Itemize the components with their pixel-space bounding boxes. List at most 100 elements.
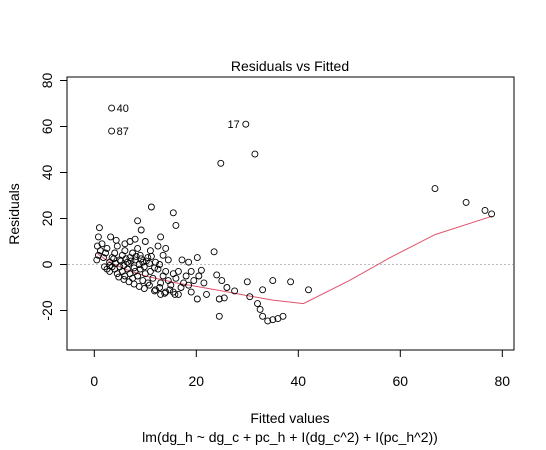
y-tick-label: 0 [39, 260, 55, 268]
data-point [94, 233, 102, 241]
data-point [164, 256, 172, 264]
x-tick-label: 20 [189, 373, 205, 389]
data-point [157, 290, 165, 298]
data-point [220, 294, 228, 302]
data-point [254, 300, 261, 308]
data-point [203, 290, 210, 298]
data-point [142, 257, 150, 265]
data-point [146, 267, 154, 275]
data-point [187, 267, 195, 275]
data-point [159, 251, 167, 259]
data-point [134, 217, 142, 225]
data-point [251, 150, 259, 158]
data-point [157, 279, 165, 287]
data-point [151, 264, 158, 272]
data-point [127, 257, 135, 265]
data-point [169, 209, 177, 217]
data-point [167, 281, 175, 289]
data-point [108, 104, 116, 112]
data-point [156, 261, 164, 268]
data-point [246, 293, 254, 301]
point-labels-group: 40 87 17 [117, 103, 240, 138]
x-tick-label: 60 [393, 373, 409, 389]
x-tick-label: 80 [495, 373, 511, 389]
data-point [187, 288, 195, 296]
data-point [305, 286, 312, 294]
chart-title: Residuals vs Fitted [231, 58, 349, 74]
data-point [172, 274, 180, 282]
data-point [269, 277, 277, 285]
data-point [197, 266, 205, 274]
data-point [462, 198, 470, 206]
data-point [121, 247, 129, 255]
data-point [141, 238, 149, 245]
data-point [149, 274, 157, 282]
data-point [259, 286, 267, 294]
data-point [195, 272, 203, 280]
data-point [174, 267, 182, 275]
data-point [152, 286, 159, 294]
data-point [113, 242, 121, 250]
data-point [210, 248, 218, 256]
data-point [193, 254, 201, 262]
data-point [171, 290, 179, 298]
y-tick-label: -20 [39, 300, 55, 320]
data-point [200, 279, 208, 287]
data-point [259, 312, 267, 320]
data-point [215, 295, 223, 303]
y-tick-label: 80 [39, 73, 55, 89]
data-point [100, 254, 107, 262]
data-point [269, 316, 277, 324]
data-point [242, 120, 250, 128]
data-point [125, 259, 133, 267]
data-point [431, 185, 439, 193]
data-point [217, 159, 225, 167]
data-point [106, 262, 114, 270]
data-point [151, 287, 158, 295]
data-point [287, 278, 295, 286]
data-point [231, 287, 239, 295]
data-point [110, 255, 118, 263]
y-tick-label: 60 [39, 119, 55, 135]
data-point [223, 284, 231, 291]
data-point [213, 271, 221, 279]
data-point [154, 242, 162, 250]
data-point [166, 286, 174, 294]
data-point [93, 256, 101, 264]
data-point [193, 295, 201, 303]
data-point [147, 252, 155, 260]
model-formula-subtitle: lm(dg_h ~ dg_c + pc_h + I(dg_c^2) + I(pc… [142, 429, 438, 445]
y-tick-label: 40 [39, 165, 55, 181]
data-point [481, 206, 489, 214]
data-point [161, 289, 169, 297]
y-tick-label: 20 [39, 211, 55, 227]
data-point [139, 258, 147, 266]
x-axis-label: Fitted values [250, 410, 329, 426]
data-point [215, 312, 223, 320]
data-point [185, 281, 193, 289]
data-point [145, 281, 153, 289]
data-point [162, 267, 170, 275]
data-point [185, 258, 193, 266]
data-points-group [93, 104, 496, 325]
data-point [107, 233, 115, 241]
data-point [147, 203, 155, 211]
data-point [137, 226, 145, 234]
data-point [157, 233, 165, 241]
data-point [190, 277, 198, 285]
data-point [102, 249, 109, 257]
data-point [162, 244, 170, 252]
data-point [98, 240, 106, 248]
x-tick-label: 40 [291, 373, 307, 389]
data-point [488, 210, 496, 218]
data-point [156, 284, 164, 291]
y-axis: -20 0 20 40 60 80 [39, 73, 68, 321]
data-point [134, 272, 142, 280]
data-point [243, 278, 251, 286]
data-point [130, 264, 138, 272]
data-point [140, 285, 148, 293]
data-point [279, 312, 287, 320]
data-point [134, 244, 142, 252]
point-label: 17 [228, 119, 240, 131]
